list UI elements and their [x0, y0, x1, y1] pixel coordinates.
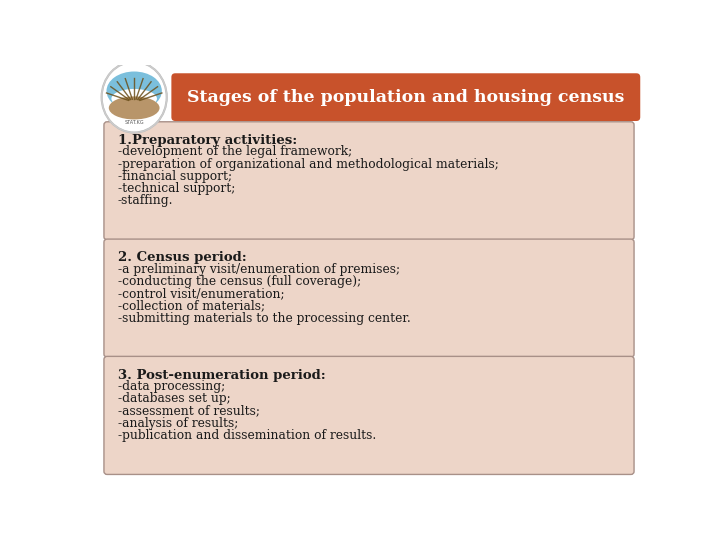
Text: -collection of materials;: -collection of materials; [118, 299, 265, 312]
Ellipse shape [107, 71, 162, 111]
Text: -databases set up;: -databases set up; [118, 392, 230, 405]
Text: -staffing.: -staffing. [118, 194, 174, 207]
Text: -financial support;: -financial support; [118, 170, 232, 183]
Text: -analysis of results;: -analysis of results; [118, 417, 238, 430]
Ellipse shape [109, 97, 160, 119]
Text: -assessment of results;: -assessment of results; [118, 404, 260, 417]
Text: -data processing;: -data processing; [118, 380, 225, 393]
FancyBboxPatch shape [104, 239, 634, 357]
Text: -preparation of organizational and methodological materials;: -preparation of organizational and metho… [118, 158, 499, 171]
Text: STAT.KG: STAT.KG [125, 120, 144, 125]
FancyBboxPatch shape [104, 122, 634, 240]
Text: -conducting the census (full coverage);: -conducting the census (full coverage); [118, 275, 361, 288]
Text: -development of the legal framework;: -development of the legal framework; [118, 145, 352, 158]
FancyBboxPatch shape [87, 62, 651, 484]
Text: -submitting materials to the processing center.: -submitting materials to the processing … [118, 312, 410, 325]
Ellipse shape [102, 62, 167, 132]
Text: 2. Census period:: 2. Census period: [118, 252, 247, 265]
Text: 3. Post-enumeration period:: 3. Post-enumeration period: [118, 369, 325, 382]
Text: -publication and dissemination of results.: -publication and dissemination of result… [118, 429, 376, 442]
Text: -technical support;: -technical support; [118, 182, 235, 195]
FancyBboxPatch shape [171, 73, 640, 121]
FancyBboxPatch shape [104, 356, 634, 475]
Text: -a preliminary visit/enumeration of premises;: -a preliminary visit/enumeration of prem… [118, 263, 400, 276]
Text: 1.Preparatory activities:: 1.Preparatory activities: [118, 134, 297, 147]
Text: -control visit/enumeration;: -control visit/enumeration; [118, 287, 284, 300]
Text: Stages of the population and housing census: Stages of the population and housing cen… [187, 89, 624, 106]
Ellipse shape [112, 89, 157, 109]
